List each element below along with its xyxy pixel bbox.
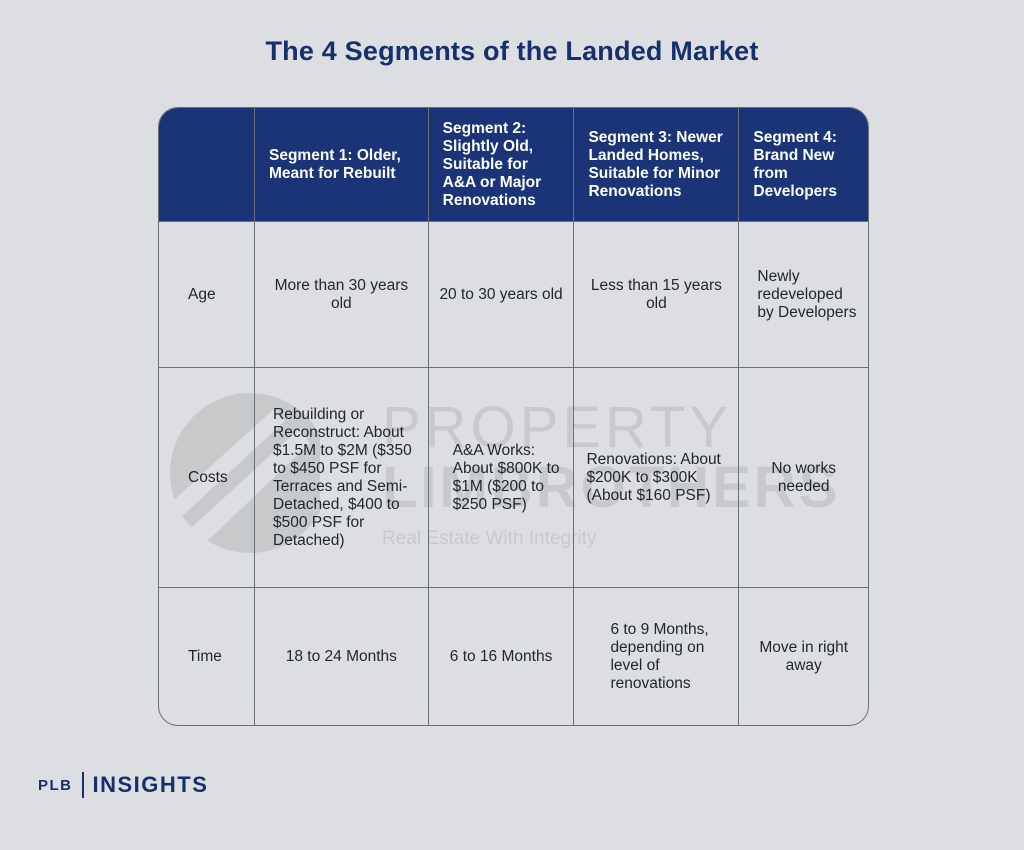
table-cell: Renovations: About $200K to $300K (About… [574,368,740,588]
table-cell: A&A Works: About $800K to $1M ($200 to $… [428,368,575,588]
table-cell: More than 30 years old [255,222,429,368]
row-label: Costs [159,368,255,588]
table-cell: No works needed [739,368,868,588]
table-cell: Newly redeveloped by Developers [739,222,868,368]
table-cell: 18 to 24 Months [255,588,429,725]
page-title: The 4 Segments of the Landed Market [265,36,759,66]
table-row-costs: Costs Rebuilding or Reconstruct: About $… [159,368,868,588]
header-segment-4: Segment 4: Brand New from Developers [739,108,868,222]
table-cell: Move in right away [759,638,849,674]
row-label: Age [159,222,255,368]
table-cell: Rebuilding or Reconstruct: About $1.5M t… [255,368,429,588]
table-row-age: Age More than 30 years old 20 to 30 year… [159,222,868,368]
header-corner [159,108,255,222]
table-cell: 6 to 16 Months [429,588,575,725]
segments-table: Segment 1: Older, Meant for Rebuilt Segm… [158,107,869,726]
header-segment-2: Segment 2: Slightly Old, Suitable for A&… [428,108,575,222]
header-segment-3: Segment 3: Newer Landed Homes, Suitable … [574,108,740,222]
table-cell: 20 to 30 years old [428,222,575,368]
table-cell: 6 to 9 Months, depending on level of ren… [574,588,740,725]
brand-label: PLB [38,776,73,794]
row-label: Time [159,588,255,725]
footer-logo: PLB INSIGHTS [38,770,208,800]
brand-divider [81,772,84,798]
header-row: Segment 1: Older, Meant for Rebuilt Segm… [159,108,868,222]
table-row-time: Time 18 to 24 Months 6 to 16 Months 6 to… [159,588,868,725]
header-segment-1: Segment 1: Older, Meant for Rebuilt [255,108,429,222]
product-label: INSIGHTS [92,772,209,797]
table-cell: Less than 15 years old [574,222,740,368]
